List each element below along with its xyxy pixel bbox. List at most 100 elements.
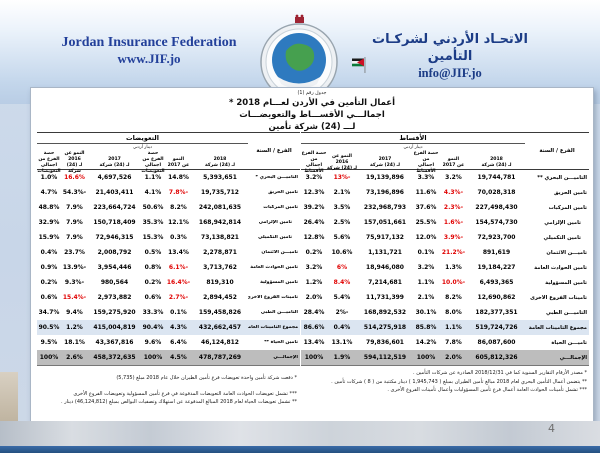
branch-name: تأمين الإلزامي xyxy=(544,219,581,226)
value-cell: 0.9% xyxy=(40,264,58,271)
table-row: تأمين المركبات 227,498,430 2.3%- 37.6% 232,9… xyxy=(301,200,589,215)
branch-name: مجموع التأمينات العامة xyxy=(248,325,298,330)
branch-name: الإجمالـــي xyxy=(559,354,587,361)
value-cell: 13.1% xyxy=(331,339,353,346)
value-cell: 5.4% xyxy=(333,294,351,301)
table-row: الإجمالـــي 605,812,326 2.0% 100% 594,112,51… xyxy=(301,350,589,365)
value-cell: 15.9% xyxy=(38,234,60,241)
value-cell: 0.5% xyxy=(144,249,162,256)
value-cell: 891,619 xyxy=(482,249,511,256)
value-cell: 39.2% xyxy=(303,204,325,211)
column-header: حصة الفرع من اجمالي التعويضات xyxy=(141,151,165,174)
footnotes-premiums: * مصدر الأرقام التقارير السنوية كما في 2… xyxy=(301,369,587,395)
value-cell: 1.2% xyxy=(66,324,83,331)
value-cell: 48.8% xyxy=(38,204,60,211)
value-cell: 519,724,726 xyxy=(475,324,518,331)
value-cell: 13.4% xyxy=(303,339,325,346)
value-cell: 3.2% xyxy=(417,264,435,271)
value-cell: 2.0% xyxy=(445,354,462,361)
value-cell: 32.9% xyxy=(38,219,60,226)
value-cell: 4.3%- xyxy=(443,189,464,196)
table-row: التأميـــن البحري * 5,393,651 14.8% 1.1% 4,6… xyxy=(37,170,300,185)
value-cell: 19,744,781 xyxy=(477,174,516,181)
footnote: * دفعت شركة تأمين واحدة تعويضات فرع تأمي… xyxy=(116,375,297,381)
table-row: التأميـــن الطبي 159,458,826 0.1% 33.3% 159,… xyxy=(37,305,300,320)
value-cell: 72,923,700 xyxy=(477,234,516,241)
value-cell: 0.2% xyxy=(40,279,58,286)
branch-name: تأمين الإلزامي xyxy=(258,220,292,225)
branch-name: التأميـــن الطبي xyxy=(260,310,298,315)
value-cell: 2.5% xyxy=(333,219,351,226)
value-cell: 6.4% xyxy=(170,339,187,346)
value-cell: 1.1% xyxy=(417,279,435,286)
table-row: تأمين التكميلي 72,923,700 3.9%- 12.0% 75,917… xyxy=(301,230,589,245)
value-cell: 0.2% xyxy=(144,279,162,286)
value-cell: 12.1% xyxy=(168,219,189,226)
value-cell: 19,139,896 xyxy=(366,174,404,181)
table-row: تأمين المسؤولية 819,310 16.4%- 0.2% 980,564 9… xyxy=(37,275,300,290)
column-header: النمو عن 2017 xyxy=(442,156,465,168)
value-cell: 26.4% xyxy=(303,219,325,226)
value-cell: 514,275,918 xyxy=(363,324,407,331)
claims-table-body: التأميـــن البحري * 5,393,651 14.8% 1.1% 4,6… xyxy=(37,170,300,366)
value-cell: 86,087,600 xyxy=(477,339,516,346)
value-cell: 2.6% xyxy=(66,354,83,361)
value-cell: 23.7% xyxy=(64,249,85,256)
value-cell: 980,564 xyxy=(100,279,129,286)
value-cell: 3.3% xyxy=(417,174,435,181)
premiums-column-headers: 2018 لـ (24) شركة النمو عن 2017 حصة الفرع من… xyxy=(301,151,525,174)
value-cell: 8.4% xyxy=(333,279,351,286)
value-cell: 21.2%- xyxy=(441,249,466,256)
claims-column-headers: 2018 لـ (24) شركة النمو عن 2017 حصة الفرع من… xyxy=(37,151,248,174)
premiums-table-title: الأقساط xyxy=(301,133,525,144)
jordan-flag-icon xyxy=(352,57,366,73)
value-cell: 12.0% xyxy=(415,234,437,241)
value-cell: 605,812,326 xyxy=(475,354,518,361)
value-cell: 3.2% xyxy=(305,264,323,271)
bottom-bar xyxy=(0,446,600,453)
claims-table-title: التعويضات xyxy=(37,133,248,144)
value-cell: 30.1% xyxy=(415,309,437,316)
value-cell: 2,278,871 xyxy=(203,249,237,256)
value-cell: 3,713,762 xyxy=(203,264,237,271)
value-cell: 819,310 xyxy=(206,279,234,286)
value-cell: 6% xyxy=(336,264,348,271)
premiums-table: الفرع / السنة الأقساط دينار أردني 2018 لـ… xyxy=(301,132,589,366)
branch-name: تأميـــن الحياة xyxy=(551,339,587,346)
column-header: 2017 لـ (24) شركة xyxy=(99,156,130,168)
branch-name: التأميـــن البحري * xyxy=(255,175,298,180)
value-cell: 100% xyxy=(416,354,436,361)
table-row: تأمين الإلزامي 168,942,814 12.1% 35.3% 150,7… xyxy=(37,215,300,230)
value-cell: 2.0% xyxy=(305,294,323,301)
branch-name: تأمين الحريق xyxy=(268,190,298,195)
branch-name: مجموع التأمينات العامة xyxy=(528,324,587,331)
table-row: تأمينات الفروع الأخرى 12,690,862 8.2% 2.1% 1… xyxy=(301,290,589,305)
value-cell: 7,214,681 xyxy=(368,279,402,286)
value-cell: 9.3%- xyxy=(64,279,85,286)
value-cell: 16.4%- xyxy=(166,279,191,286)
footnote: *** تشمل تأمينات الحوادث العامة أعمال فر… xyxy=(387,387,587,393)
background-photo-strip xyxy=(0,421,600,446)
value-cell: 3.2% xyxy=(305,174,323,181)
column-header-branch: الفرع / السنة xyxy=(539,148,575,154)
value-cell: 90.5% xyxy=(38,324,60,331)
value-cell: 70,028,318 xyxy=(477,189,516,196)
value-cell: 1.0% xyxy=(40,174,58,181)
value-cell: 2.3%- xyxy=(443,204,464,211)
value-cell: 10.0%- xyxy=(441,279,466,286)
claims-table: الفرع / السنة التعويضات دينار أردني 2018… xyxy=(37,132,300,366)
value-cell: 5,393,651 xyxy=(203,174,237,181)
branch-name: تأمين التكميلي xyxy=(258,235,292,240)
value-cell: 157,051,661 xyxy=(363,219,407,226)
value-cell: 0.6% xyxy=(144,294,162,301)
column-header-branch: الفرع / السنة xyxy=(256,148,292,154)
value-cell: 232,968,793 xyxy=(363,204,407,211)
header-banner: Jordan Insurance Federation www.JIF.jo xyxy=(0,0,600,104)
column-header: حصة الفرع من اجمالي الأقساط xyxy=(301,151,327,174)
value-cell: 168,942,814 xyxy=(198,219,242,226)
branch-name: تأمين الحياة ** xyxy=(264,340,298,345)
claims-table-header: الفرع / السنة التعويضات دينار أردني 2018… xyxy=(37,133,300,174)
org-identity-arabic: الاتحـاد الأردني لشركـات التأمين info@JI… xyxy=(348,31,552,81)
currency-note: دينار أردني xyxy=(403,145,423,150)
